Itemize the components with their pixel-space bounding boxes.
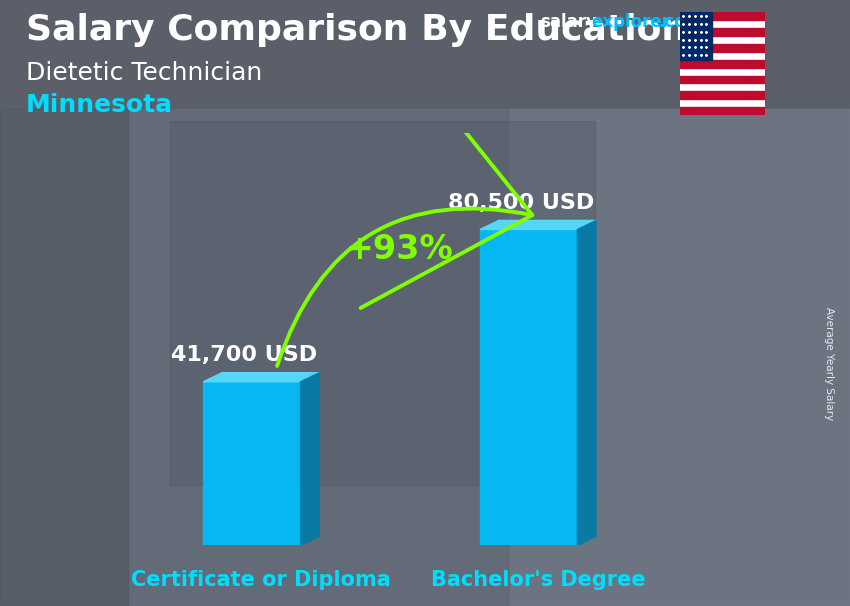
Text: 41,700 USD: 41,700 USD [172, 345, 318, 365]
Bar [680, 28, 765, 36]
Bar [510, 109, 850, 606]
Bar [480, 230, 577, 545]
Text: +93%: +93% [346, 233, 454, 267]
Text: 80,500 USD: 80,500 USD [448, 193, 594, 213]
Text: Bachelor's Degree: Bachelor's Degree [431, 570, 645, 590]
Polygon shape [480, 221, 596, 230]
Text: Salary Comparison By Education: Salary Comparison By Education [26, 13, 687, 47]
Text: Certificate or Diploma: Certificate or Diploma [132, 570, 391, 590]
FancyArrowPatch shape [277, 63, 532, 366]
Text: salary: salary [540, 13, 597, 31]
Bar [170, 121, 595, 485]
Bar [203, 382, 301, 545]
Bar [0, 0, 850, 109]
Text: Dietetic Technician: Dietetic Technician [26, 61, 262, 85]
Bar [680, 59, 765, 68]
Bar [680, 12, 712, 59]
Bar [680, 44, 765, 52]
Bar [680, 92, 765, 99]
Polygon shape [301, 373, 320, 545]
Bar [0, 109, 850, 606]
Polygon shape [577, 221, 596, 545]
Polygon shape [203, 373, 320, 382]
Bar [680, 76, 765, 84]
Text: explorer: explorer [591, 13, 670, 31]
Bar [0, 109, 128, 606]
Text: Average Yearly Salary: Average Yearly Salary [824, 307, 834, 420]
Text: Minnesota: Minnesota [26, 93, 173, 117]
Bar [680, 12, 765, 20]
Bar [680, 107, 765, 115]
Text: .com: .com [658, 13, 703, 31]
